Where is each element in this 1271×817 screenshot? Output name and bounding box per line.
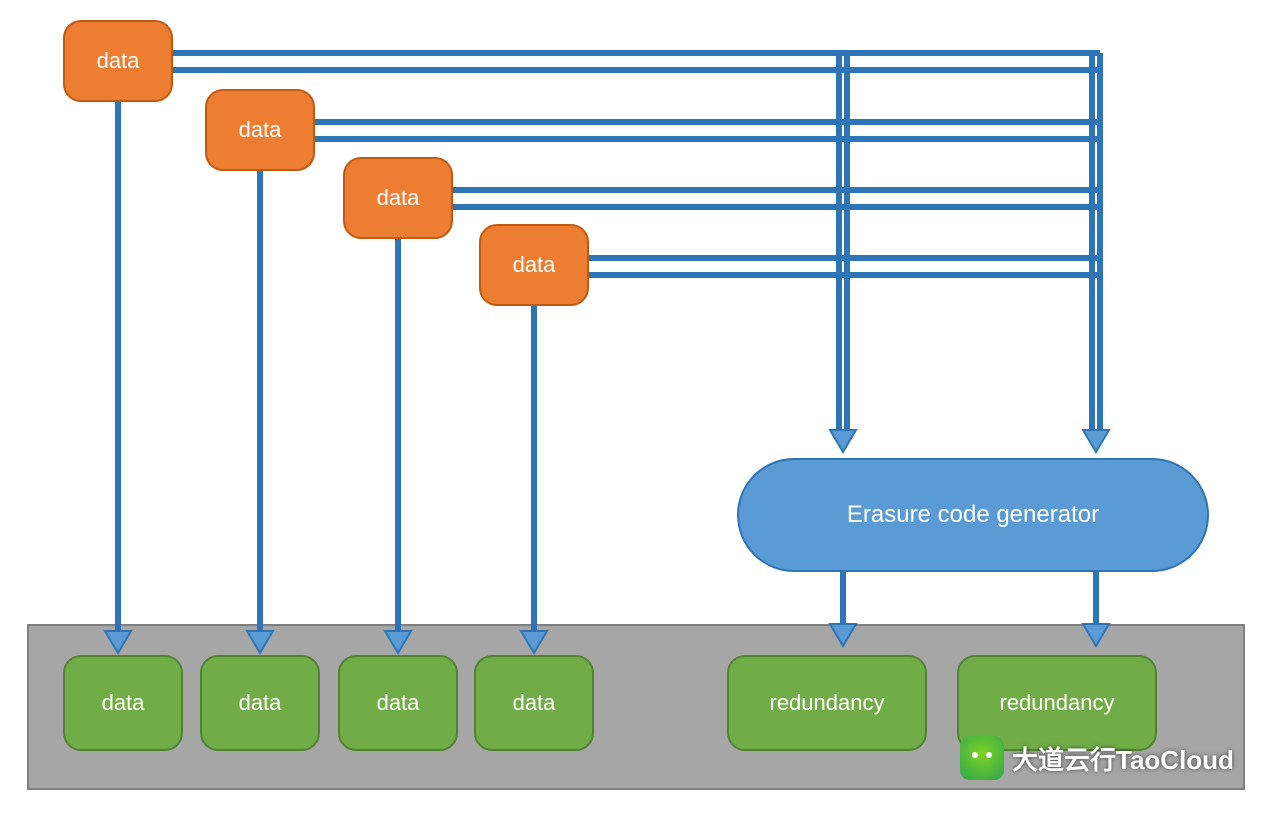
storage-node-label: redundancy (1000, 690, 1115, 716)
data-node-label: data (239, 117, 282, 143)
storage-node-label: redundancy (770, 690, 885, 716)
data-node-label: data (97, 48, 140, 74)
generator-label: Erasure code generator (847, 501, 1099, 529)
storage-data-node-4: data (474, 655, 594, 751)
data-node-1: data (63, 20, 173, 102)
storage-data-node-1: data (63, 655, 183, 751)
storage-data-node-2: data (200, 655, 320, 751)
storage-node-label: data (239, 690, 282, 716)
data-node-2: data (205, 89, 315, 171)
watermark: 大道云行TaoCloud (960, 736, 1234, 780)
data-node-label: data (377, 185, 420, 211)
storage-data-node-3: data (338, 655, 458, 751)
erasure-code-generator: Erasure code generator (737, 458, 1209, 572)
storage-node-label: data (377, 690, 420, 716)
data-node-3: data (343, 157, 453, 239)
data-node-4: data (479, 224, 589, 306)
storage-redundancy-node-5: redundancy (727, 655, 927, 751)
storage-node-label: data (513, 690, 556, 716)
storage-node-label: data (102, 690, 145, 716)
wechat-icon (960, 736, 1004, 780)
data-node-label: data (513, 252, 556, 278)
watermark-text: 大道云行TaoCloud (1012, 740, 1234, 777)
